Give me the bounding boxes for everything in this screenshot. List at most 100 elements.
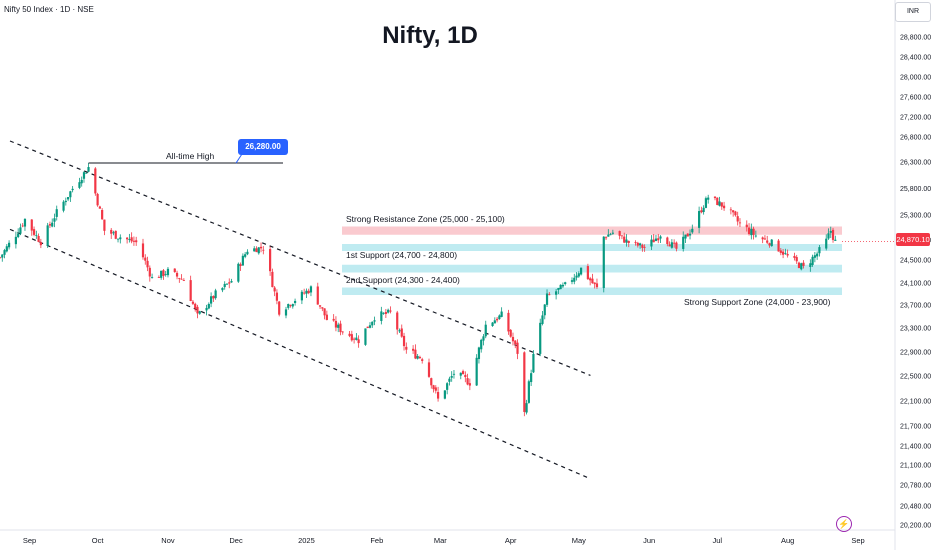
candle-body <box>652 239 655 243</box>
candle-body <box>146 260 149 268</box>
candle-body <box>514 340 517 345</box>
candle-body <box>800 263 803 270</box>
candle-body <box>244 254 247 257</box>
candle-body <box>51 222 54 227</box>
candle-body <box>659 236 662 239</box>
candle-body <box>482 336 485 341</box>
candle-body <box>96 193 99 206</box>
x-tick-label: May <box>572 536 586 545</box>
candle-body <box>657 238 660 241</box>
candle-body <box>64 200 67 203</box>
candle-body <box>754 235 757 237</box>
candle-body <box>53 218 56 222</box>
candle-body <box>436 392 440 399</box>
candle-body <box>98 206 101 209</box>
channel-lower-trendline[interactable] <box>9 228 591 480</box>
bolt-icon[interactable]: ⚡ <box>836 516 852 532</box>
candle-body <box>484 324 487 337</box>
candle-body <box>55 209 58 217</box>
candle-body <box>818 247 821 254</box>
candle-body <box>162 270 165 277</box>
candle-body <box>37 236 40 242</box>
candle-body <box>166 268 170 276</box>
candle-body <box>604 237 608 239</box>
candle-body <box>0 257 2 259</box>
candle-body <box>691 228 694 233</box>
candle-body <box>69 191 72 198</box>
candle-body <box>414 349 417 359</box>
candle-body <box>834 239 837 241</box>
candle-body <box>559 284 562 290</box>
candle-body <box>128 239 131 240</box>
candle-body <box>650 239 653 247</box>
candle-body <box>114 230 117 239</box>
candle-body <box>221 287 224 291</box>
candle-body <box>618 231 621 236</box>
candle-body <box>157 277 160 278</box>
candle-body <box>382 312 385 314</box>
candle-body <box>591 278 594 284</box>
candle-body <box>589 278 592 281</box>
candle-body <box>350 334 353 341</box>
candle-body <box>686 233 689 237</box>
candle-body <box>255 248 258 253</box>
candle-body <box>321 307 324 309</box>
candle-body <box>704 198 708 208</box>
candle-body <box>412 348 415 351</box>
candle-body <box>682 236 685 249</box>
candle-body <box>364 328 367 345</box>
candle-body <box>103 219 106 231</box>
candle-body <box>421 359 424 361</box>
candle-body <box>829 231 832 233</box>
candle-body <box>543 304 546 316</box>
candle-body <box>459 372 462 376</box>
candle-body <box>446 383 449 390</box>
candle-body <box>305 290 308 294</box>
candle-body <box>586 266 589 280</box>
zone-band-3 <box>342 287 842 295</box>
candle-body <box>654 238 658 241</box>
channel-upper-trendline[interactable] <box>9 140 591 376</box>
candle-body <box>209 296 213 304</box>
candle-body <box>144 257 147 261</box>
candle-body <box>747 227 751 234</box>
candle-body <box>160 270 163 278</box>
candle-body <box>443 390 446 399</box>
candle-body <box>813 255 816 258</box>
candle-body <box>781 251 785 255</box>
candle-body <box>495 318 499 321</box>
candle-body <box>636 242 639 246</box>
candle-body <box>786 253 789 256</box>
x-tick-label: Aug <box>781 536 794 545</box>
candle-body <box>766 240 769 243</box>
candle-body <box>555 291 558 295</box>
candle-body <box>318 305 322 307</box>
candle-body <box>80 179 83 184</box>
candle-body <box>384 311 387 314</box>
currency-button[interactable]: INR <box>895 2 931 22</box>
candle-body <box>579 267 583 275</box>
strong-support-label: Strong Support Zone (24,000 - 23,900) <box>684 297 831 307</box>
candle-body <box>405 346 408 350</box>
candle-body <box>797 262 801 269</box>
candle-body <box>309 286 313 293</box>
candle-body <box>191 301 195 304</box>
candle-body <box>116 238 120 240</box>
candle-body <box>30 219 33 231</box>
candle-body <box>684 234 687 239</box>
candle-body <box>564 282 567 285</box>
candle-body <box>816 253 819 257</box>
candle-body <box>126 237 129 240</box>
candle-body <box>763 238 767 240</box>
candle-body <box>228 282 231 284</box>
candle-body <box>380 311 383 321</box>
candle-body <box>539 322 542 354</box>
candle-body <box>214 290 217 299</box>
candle-body <box>339 323 342 333</box>
chart-title: Nifty, 1D <box>382 22 478 49</box>
candle-body <box>373 320 376 322</box>
candle-body <box>688 233 692 236</box>
y-tick-label: 24,100.00 <box>900 281 931 288</box>
candle-body <box>180 278 183 280</box>
